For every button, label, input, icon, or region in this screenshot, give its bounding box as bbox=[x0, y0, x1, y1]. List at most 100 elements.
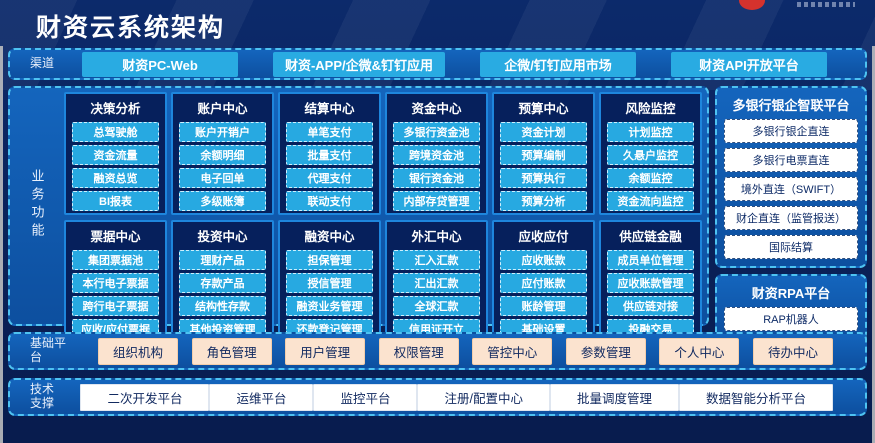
brand-logo-text-decor bbox=[797, 2, 855, 7]
brand-logo-icon bbox=[739, 0, 765, 10]
page-title: 财资云系统架构 bbox=[36, 14, 226, 42]
channel-button[interactable]: 财资PC-Web bbox=[82, 51, 238, 77]
function-item[interactable]: 余额监控 bbox=[607, 168, 694, 188]
function-panel: 投资中心 理财产品 存款产品 结构性存款 其他投资管理 bbox=[171, 220, 274, 343]
function-item[interactable]: 银行资金池 bbox=[393, 168, 480, 188]
function-item[interactable]: 汇入汇款 bbox=[393, 250, 480, 270]
channels-label: 渠道 bbox=[30, 56, 55, 71]
channel-button[interactable]: 财资API开放平台 bbox=[670, 51, 827, 77]
channel-button[interactable]: 企微/钉钉应用市场 bbox=[480, 51, 636, 77]
function-item[interactable]: 预算编制 bbox=[500, 145, 587, 165]
function-item[interactable]: 跨境资金池 bbox=[393, 145, 480, 165]
panel-title: 融资中心 bbox=[304, 230, 355, 244]
function-item[interactable]: 担保管理 bbox=[286, 250, 373, 270]
bank-connect-item[interactable]: 多银行电票直连 bbox=[724, 148, 858, 172]
function-panel: 预算中心资金计划预算编制预算执行预算分析 bbox=[492, 92, 595, 215]
channel-buttons: 财资PC-Web 财资-APP/企微&钉钉应用 企微/钉钉应用市场 财资API开放平台 bbox=[78, 51, 865, 77]
header: 财资云系统架构 bbox=[0, 0, 875, 46]
rpa-items: RAP机器人 bbox=[724, 307, 858, 331]
panel-title: 风险监控 bbox=[625, 102, 676, 116]
function-item[interactable]: 成员单位管理 bbox=[607, 250, 694, 270]
function-item[interactable]: 供应链对接 bbox=[607, 296, 694, 316]
function-panel: 融资中心 担保管理 授信管理 融资业务管理 还款登记管理 bbox=[278, 220, 381, 343]
function-item[interactable]: 融资总览 bbox=[72, 168, 159, 188]
function-item[interactable]: 计划监控 bbox=[607, 122, 694, 142]
base-platform-item[interactable]: 待办中心 bbox=[752, 337, 833, 365]
function-panel: 应收应付 应收账款 应付账款 账龄管理 基础设置 bbox=[492, 220, 595, 343]
function-item[interactable]: 资金流向监控 bbox=[607, 191, 694, 211]
base-platform-items: 组织机构 角色管理 用户管理 权限管理 管控中心 参数管理 个人中心 待办中心 bbox=[72, 337, 865, 365]
function-item[interactable]: 电子回单 bbox=[179, 168, 266, 188]
function-item[interactable]: 应收账款管理 bbox=[607, 273, 694, 293]
bank-connect-item[interactable]: 境外直连（SWIFT） bbox=[724, 177, 858, 201]
function-item[interactable]: 内部存贷管理 bbox=[393, 191, 480, 211]
business-functions-label: 业务功能 bbox=[29, 169, 45, 241]
channels-section: 渠道 财资PC-Web 财资-APP/企微&钉钉应用 企微/钉钉应用市场 财资API开… bbox=[8, 48, 867, 80]
function-item[interactable]: 存款产品 bbox=[179, 273, 266, 293]
base-platform-label: 基础平台 bbox=[30, 336, 67, 364]
function-item[interactable]: 跨行电子票据 bbox=[72, 296, 159, 316]
tech-support-item[interactable]: 注册/配置中心 bbox=[417, 383, 550, 411]
function-panel: 供应链金融 成员单位管理 应收账款管理 供应链对接 投融交易 bbox=[599, 220, 702, 343]
tech-support-item[interactable]: 监控平台 bbox=[313, 383, 418, 411]
panel-title: 结算中心 bbox=[304, 102, 355, 116]
base-platform-item[interactable]: 权限管理 bbox=[378, 337, 459, 365]
function-item[interactable]: 本行电子票据 bbox=[72, 273, 159, 293]
screen-edge-right bbox=[872, 46, 875, 443]
panel-title: 账户中心 bbox=[197, 102, 248, 116]
function-panel: 决策分析总驾驶舱资金流量融资总览 BI报表 bbox=[64, 92, 167, 215]
base-platform-item[interactable]: 个人中心 bbox=[659, 337, 740, 365]
function-item[interactable]: 资金流量 bbox=[72, 145, 159, 165]
function-item[interactable]: 应收账款 bbox=[500, 250, 587, 270]
function-item[interactable]: 代理支付 bbox=[286, 168, 373, 188]
panel-title: 决策分析 bbox=[90, 102, 141, 116]
function-item[interactable]: 预算执行 bbox=[500, 168, 587, 188]
tech-support-item[interactable]: 数据智能分析平台 bbox=[678, 383, 833, 411]
channel-button[interactable]: 财资-APP/企微&钉钉应用 bbox=[272, 51, 446, 77]
panel-title: 预算中心 bbox=[518, 102, 569, 116]
tech-support-item[interactable]: 二次开发平台 bbox=[80, 383, 210, 411]
panel-title: 应收应付 bbox=[518, 230, 569, 244]
function-item[interactable]: 单笔支付 bbox=[286, 122, 373, 142]
function-item[interactable]: 结构性存款 bbox=[179, 296, 266, 316]
panel-title: 票据中心 bbox=[90, 230, 141, 244]
base-platform-item[interactable]: 管控中心 bbox=[472, 337, 553, 365]
function-item[interactable]: 预算分析 bbox=[500, 191, 587, 211]
function-panel: 资金中心 多银行资金池 跨境资金池 银行资金池 内部存贷管理 bbox=[385, 92, 488, 215]
tech-support-item[interactable]: 运维平台 bbox=[209, 383, 314, 411]
bank-connect-item[interactable]: 财企直连（监管报送） bbox=[724, 206, 858, 230]
function-item[interactable]: 全球汇款 bbox=[393, 296, 480, 316]
function-item[interactable]: 联动支付 bbox=[286, 191, 373, 211]
function-item[interactable]: 多银行资金池 bbox=[393, 122, 480, 142]
function-item[interactable]: 久悬户监控 bbox=[607, 145, 694, 165]
function-item[interactable]: 批量支付 bbox=[286, 145, 373, 165]
function-item[interactable]: 多级账簿 bbox=[179, 191, 266, 211]
function-item[interactable]: 余额明细 bbox=[179, 145, 266, 165]
panel-title: 供应链金融 bbox=[619, 230, 682, 244]
panel-title: 投资中心 bbox=[197, 230, 248, 244]
base-platform-section: 基础平台 组织机构 角色管理 用户管理 权限管理 管控中心 参数管理 个人中心 待办中心 bbox=[8, 332, 867, 370]
bank-connect-item[interactable]: 国际结算 bbox=[724, 235, 858, 259]
tech-support-item[interactable]: 批量调度管理 bbox=[549, 383, 679, 411]
function-item[interactable]: 账户开销户 bbox=[179, 122, 266, 142]
function-item[interactable]: 理财产品 bbox=[179, 250, 266, 270]
tech-support-items: 二次开发平台 运维平台 监控平台 注册/配置中心 批量调度管理 数据智能分析平台 bbox=[54, 383, 865, 411]
function-item[interactable]: 资金计划 bbox=[500, 122, 587, 142]
function-item[interactable]: 融资业务管理 bbox=[286, 296, 373, 316]
function-item[interactable]: 应付账款 bbox=[500, 273, 587, 293]
function-item[interactable]: 总驾驶舱 bbox=[72, 122, 159, 142]
function-item[interactable]: 集团票据池 bbox=[72, 250, 159, 270]
rpa-item[interactable]: RAP机器人 bbox=[724, 307, 858, 331]
function-item[interactable]: 汇出汇款 bbox=[393, 273, 480, 293]
business-functions-section: 业务功能 决策分析总驾驶舱资金流量融资总览 BI报表 账户中心账户开销户余额明细电子… bbox=[8, 86, 709, 343]
function-panel: 票据中心 集团票据池 本行电子票据 跨行电子票据 应收/应付票据 bbox=[64, 220, 167, 343]
function-item[interactable]: 授信管理 bbox=[286, 273, 373, 293]
base-platform-item[interactable]: 参数管理 bbox=[565, 337, 646, 365]
function-item[interactable]: 账龄管理 bbox=[500, 296, 587, 316]
bank-connect-item[interactable]: 多银行银企直连 bbox=[724, 119, 858, 143]
function-item[interactable]: BI报表 bbox=[72, 191, 159, 211]
base-platform-item[interactable]: 用户管理 bbox=[285, 337, 366, 365]
base-platform-item[interactable]: 组织机构 bbox=[98, 337, 179, 365]
base-platform-item[interactable]: 角色管理 bbox=[191, 337, 272, 365]
